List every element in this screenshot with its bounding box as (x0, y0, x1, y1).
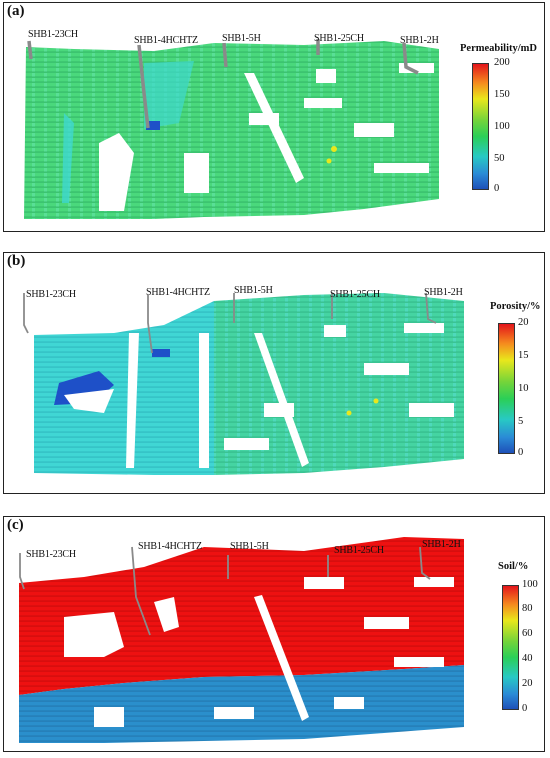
colorbar (502, 585, 519, 710)
colorbar-tick: 20 (518, 317, 529, 328)
colorbar-tick: 200 (494, 57, 510, 68)
colorbar-tick: 0 (494, 183, 500, 194)
colorbar-title: Soil/% (498, 561, 529, 572)
colorbar-tick: 0 (518, 447, 524, 458)
well-label-1: SHB1-23CH (26, 549, 76, 560)
well-label-2: SHB1-4HCHTZ (146, 287, 210, 298)
well-label-4: SHB1-25CH (330, 289, 380, 300)
colorbar-title: Porosity/% (490, 301, 541, 312)
permeability-model (24, 39, 439, 219)
colorbar (498, 323, 515, 454)
well-label-3: SHB1-5H (230, 541, 269, 552)
oil-saturation-panel: (c) SHB1-23CH SHB1-4HCHTZ SHB (3, 516, 545, 752)
colorbar-tick: 100 (494, 121, 510, 132)
well-label-3: SHB1-5H (222, 33, 261, 44)
colorbar-tick: 60 (522, 628, 533, 639)
well-label-4: SHB1-25CH (314, 33, 364, 44)
well-label-2: SHB1-4HCHTZ (138, 541, 202, 552)
colorbar-tick: 50 (494, 153, 505, 164)
colorbar (472, 63, 489, 190)
well-label-4: SHB1-25CH (334, 545, 384, 556)
panel-label: (a) (7, 3, 25, 19)
well-label-1: SHB1-23CH (28, 29, 78, 40)
porosity-model (23, 292, 464, 475)
colorbar-tick: 40 (522, 653, 533, 664)
well-label-5: SHB1-2H (400, 35, 439, 46)
panel-label: (b) (7, 253, 26, 269)
colorbar-tick: 10 (518, 383, 529, 394)
well-label-2: SHB1-4HCHTZ (134, 35, 198, 46)
colorbar-tick: 80 (522, 603, 533, 614)
oil-saturation-model (19, 537, 464, 743)
colorbar-tick: 15 (518, 350, 529, 361)
colorbar-tick: 20 (522, 678, 533, 689)
permeability-panel: (a) SHB1-23CH SHB1-4HCHTZ SHB1-5H S (3, 2, 545, 232)
colorbar-title: Permeability/mD (460, 43, 537, 54)
well-label-1: SHB1-23CH (26, 289, 76, 300)
colorbar-tick: 150 (494, 89, 510, 100)
panel-label: (c) (7, 517, 24, 533)
colorbar-tick: 0 (522, 703, 528, 714)
colorbar-tick: 100 (522, 579, 538, 590)
colorbar-tick: 5 (518, 416, 524, 427)
well-label-3: SHB1-5H (234, 285, 273, 296)
well-label-5: SHB1-2H (422, 539, 461, 550)
well-label-5: SHB1-2H (424, 287, 463, 298)
porosity-panel: (b) (3, 252, 545, 494)
